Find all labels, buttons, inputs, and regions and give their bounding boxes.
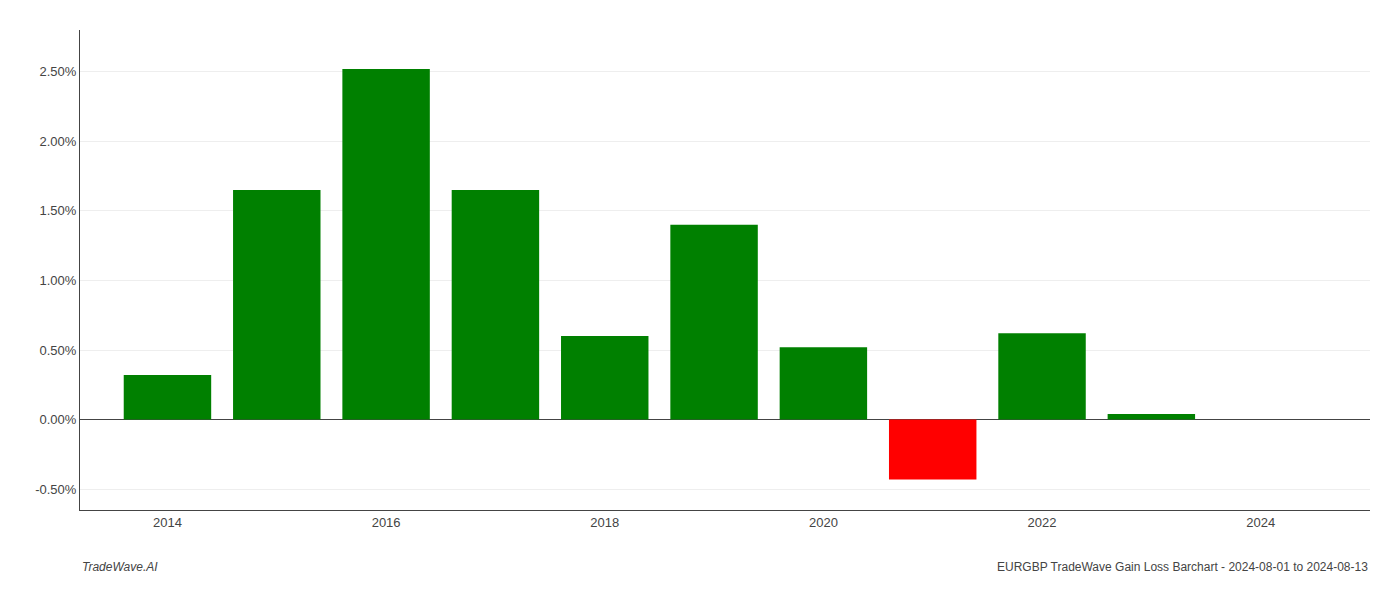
svg-text:2020: 2020 bbox=[809, 515, 838, 530]
svg-text:2.00%: 2.00% bbox=[40, 134, 77, 149]
svg-text:0.00%: 0.00% bbox=[40, 412, 77, 427]
svg-text:-0.50%: -0.50% bbox=[35, 482, 77, 497]
svg-text:EURGBP TradeWave Gain Loss Bar: EURGBP TradeWave Gain Loss Barchart - 20… bbox=[997, 560, 1368, 574]
svg-text:2022: 2022 bbox=[1028, 515, 1057, 530]
svg-text:1.00%: 1.00% bbox=[40, 273, 77, 288]
svg-text:2014: 2014 bbox=[153, 515, 182, 530]
svg-text:2018: 2018 bbox=[590, 515, 619, 530]
svg-text:2024: 2024 bbox=[1246, 515, 1275, 530]
svg-text:2016: 2016 bbox=[372, 515, 401, 530]
svg-text:TradeWave.AI: TradeWave.AI bbox=[82, 560, 158, 574]
svg-text:2.50%: 2.50% bbox=[40, 64, 77, 79]
svg-text:0.50%: 0.50% bbox=[40, 343, 77, 358]
svg-text:1.50%: 1.50% bbox=[40, 203, 77, 218]
